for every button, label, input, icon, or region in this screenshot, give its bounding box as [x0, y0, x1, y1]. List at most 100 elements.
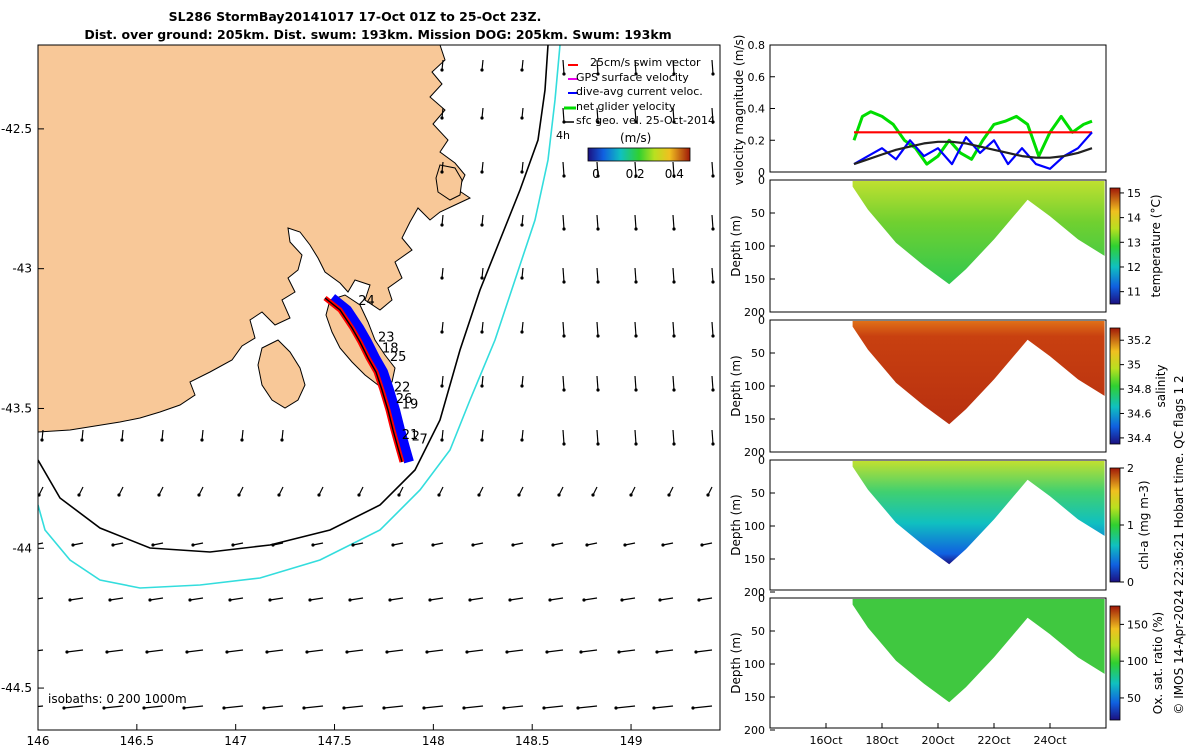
velocity-arrow-head	[520, 223, 524, 227]
velocity-arrow-head	[652, 706, 656, 710]
velocity-series-line	[853, 140, 1093, 166]
salinity-colorbar-label: salinity	[1154, 364, 1168, 407]
velocity-arrow	[506, 649, 524, 653]
isobath-label: isobaths: 0 200 1000m	[48, 692, 187, 706]
velocity-arrow	[481, 107, 484, 119]
track-day-label: 26	[396, 392, 413, 407]
velocity-arrow	[389, 597, 404, 601]
velocity-arrow-head	[700, 543, 704, 547]
depth-tick-label: 200	[744, 724, 765, 737]
velocity-arrow	[701, 542, 713, 546]
velocity-arrow-head	[222, 706, 226, 710]
velocity-y-tick-label: 0.4	[748, 103, 766, 116]
velocity-arrow	[152, 542, 164, 546]
figure-title: SL286 StormBay20141017 17-Oct 01Z to 25-…	[84, 9, 671, 42]
track-day-label: 2	[412, 430, 420, 445]
velocity-arrow	[562, 107, 565, 123]
velocity-arrow	[143, 705, 164, 709]
velocity-arrow	[596, 59, 599, 75]
velocity-arrow	[226, 649, 244, 653]
velocity-arrow-head	[351, 543, 355, 547]
map-colorbar-ticks: 0 0.2 0.4	[592, 167, 684, 181]
velocity-arrow-head	[102, 706, 106, 710]
depth-tick-label: 50	[751, 487, 765, 500]
velocity-arrow-head	[711, 388, 715, 392]
map-colorbar	[587, 147, 691, 162]
velocity-arrow	[112, 542, 124, 546]
legend-dive-avg: dive-avg current veloc.	[568, 85, 703, 98]
map-y-tick-label: -43.5	[1, 401, 32, 415]
velocity-arrow	[711, 107, 714, 123]
map-legend: 25cm/s swim vector GPS surface velocity …	[556, 56, 715, 181]
velocity-arrow	[634, 214, 637, 230]
velocity-arrow	[63, 705, 84, 709]
colorbar-tick-label: 150	[1127, 618, 1148, 631]
velocity-arrow-head	[68, 598, 72, 602]
velocity-arrow	[303, 705, 324, 709]
velocity-arrow-head	[672, 388, 676, 392]
velocity-arrow	[562, 429, 565, 445]
velocity-arrow	[189, 597, 204, 601]
velocity-series	[852, 110, 1093, 170]
colorbar-tick-label: 35	[1127, 359, 1141, 372]
map-x-ticks: 146 146.5 147 147.5 148 148.5 149	[27, 724, 642, 748]
colorbar-tick-label: 13	[1127, 236, 1141, 249]
velocity-arrow-head	[617, 650, 621, 654]
velocity-arrow	[186, 649, 204, 653]
velocity-arrow	[441, 321, 444, 333]
velocity-arrow-head	[182, 706, 186, 710]
chla-colorbar-ticks: 0 1 2	[1120, 462, 1134, 589]
velocity-arrow	[183, 705, 204, 709]
track-day-label: 25	[390, 350, 407, 365]
legend-sfc-geo-label: sfc geo. vel. 25-Oct-2014	[576, 114, 715, 127]
depth-tick-label: 150	[744, 413, 765, 426]
velocity-arrow	[521, 107, 524, 119]
temperature-colorbar	[1109, 187, 1121, 305]
velocity-arrow-head	[237, 493, 241, 497]
salinity-y-ticks: 0 50 100 150 200	[744, 314, 775, 459]
map-colorbar-tick-label: 0.4	[665, 167, 684, 181]
velocity-arrow-head	[562, 388, 566, 392]
legend-net-velocity: net glider velocity	[564, 100, 676, 113]
velocity-arrow-head	[596, 334, 600, 338]
oxygen-panel: 0 50 100 150 200 Depth (m) 50 100 150 Ox. sat.…	[729, 592, 1165, 747]
velocity-arrow	[615, 705, 636, 709]
velocity-arrow	[521, 321, 524, 333]
velocity-arrow	[672, 321, 675, 337]
velocity-arrow-head	[505, 650, 509, 654]
velocity-arrow-head	[480, 276, 484, 280]
velocity-arrow	[38, 597, 44, 600]
velocity-arrow	[463, 705, 484, 709]
velocity-arrow	[441, 375, 444, 387]
velocity-arrow-head	[348, 598, 352, 602]
velocity-arrow-head	[672, 442, 676, 446]
velocity-arrow-head	[596, 72, 600, 76]
velocity-arrow-head	[228, 598, 232, 602]
velocity-arrow-head	[440, 438, 444, 442]
map-y-tick-label: -44.5	[1, 681, 32, 695]
velocity-arrow	[481, 321, 484, 333]
velocity-arrow	[103, 705, 124, 709]
velocity-arrow-head	[38, 493, 41, 497]
velocity-arrow	[634, 107, 637, 123]
velocity-arrow	[383, 705, 404, 709]
track-day-label: 23	[378, 330, 395, 345]
colorbar-tick-label: 1	[1127, 519, 1134, 532]
map-x-tick-label: 147.5	[317, 734, 351, 748]
colorbar-tick-label: 0	[1127, 576, 1134, 589]
velocity-arrow-head	[440, 223, 444, 227]
velocity-arrow-head	[120, 438, 124, 442]
map-colorbar-label: (m/s)	[620, 131, 651, 145]
velocity-arrow-head	[480, 438, 484, 442]
velocity-arrow	[466, 649, 484, 653]
velocity-arrow	[106, 649, 124, 653]
velocity-arrow-head	[28, 598, 31, 601]
depth-tick-label: 150	[744, 553, 765, 566]
velocity-arrow	[66, 649, 84, 653]
velocity-arrow-head	[465, 650, 469, 654]
velocity-arrow-head	[271, 543, 275, 547]
velocity-arrow	[596, 214, 599, 230]
oxygen-y-label: Depth (m)	[729, 632, 743, 693]
velocity-arrow-head	[188, 598, 192, 602]
